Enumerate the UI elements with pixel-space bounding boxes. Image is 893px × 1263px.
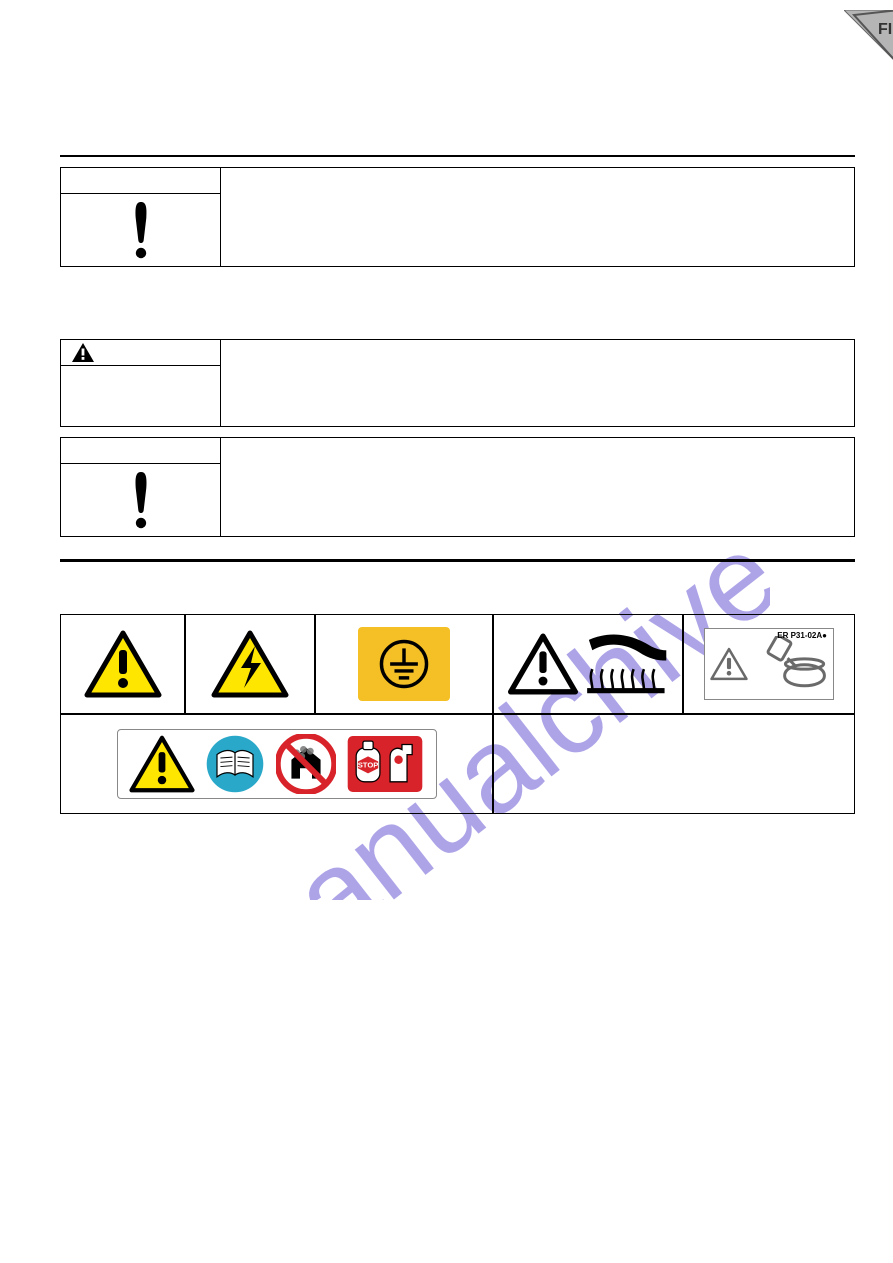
caution-box-title-cell: [61, 340, 220, 366]
pictogram-general-warning: [60, 614, 185, 714]
pictogram-oil-fill: ER P31-02A●: [683, 614, 855, 714]
oil-fill-icon: ER P31-02A●: [704, 628, 834, 700]
caution-box-body: [221, 340, 854, 426]
notice-box-2: [60, 437, 855, 537]
notice-box-2-icon-cell: [61, 464, 220, 536]
oil-fill-code: ER P31-02A●: [777, 631, 827, 640]
pictogram-safety-strip: STOP: [60, 714, 493, 814]
pictogram-grid: ER P31-02A●: [60, 614, 855, 814]
notice-box-1-body: [221, 168, 854, 266]
warning-triangle-icon: [84, 630, 162, 698]
strip-read-manual-icon: [205, 734, 265, 794]
strip-no-indoor-icon: [276, 734, 336, 794]
top-rule: [60, 155, 855, 157]
language-corner-tab: FI: [844, 10, 893, 65]
page-content: ER P31-02A●: [60, 155, 855, 814]
notice-box-1-title-cell: [61, 168, 220, 194]
exclamation-icon: [130, 470, 152, 530]
pictogram-electrical-hazard: [185, 614, 315, 714]
page: FI manualchive.com: [0, 0, 893, 1263]
caution-triangle-icon: [71, 342, 95, 363]
strip-stop-fuel-icon: STOP: [346, 734, 424, 794]
safety-strip-icon: STOP: [117, 729, 437, 799]
electrical-hazard-icon: [211, 630, 289, 698]
exclamation-icon: [130, 200, 152, 260]
pictogram-hot-surface: [493, 614, 683, 714]
notice-box-2-title-cell: [61, 438, 220, 464]
section-divider: [60, 559, 855, 562]
language-code-text: FI: [878, 21, 892, 38]
hot-surface-icon: [508, 633, 668, 695]
strip-warning-icon: [129, 735, 195, 793]
caution-box: [60, 339, 855, 427]
svg-text:STOP: STOP: [358, 760, 379, 769]
grounding-icon: [358, 627, 450, 701]
caution-box-icon-cell: [61, 366, 220, 426]
notice-box-1: [60, 167, 855, 267]
notice-box-2-body: [221, 438, 854, 536]
notice-box-1-icon-cell: [61, 194, 220, 266]
pictogram-grounding: [315, 614, 493, 714]
pictogram-empty-cell: [493, 714, 855, 814]
